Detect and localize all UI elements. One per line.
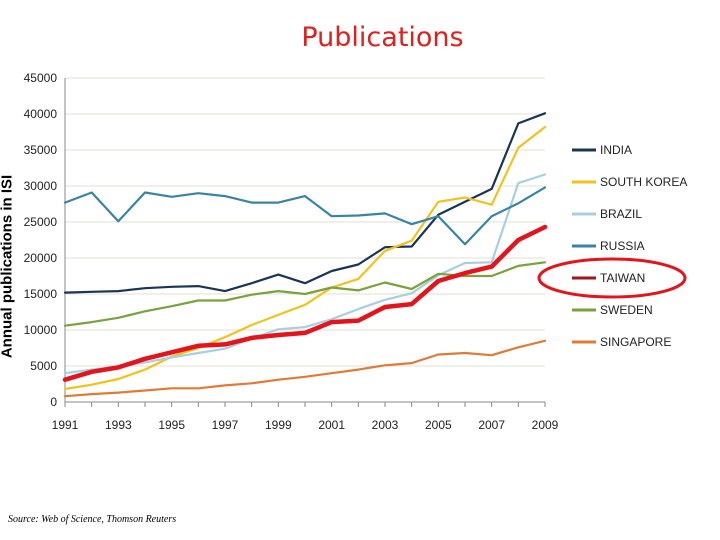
- x-tick-2007: 2007: [478, 418, 505, 432]
- legend-label-taiwan: TAIWAN: [600, 271, 645, 285]
- series-line-taiwan: [62, 224, 548, 382]
- y-tick-45000: 45000: [24, 71, 58, 85]
- y-tick-30000: 30000: [24, 179, 58, 193]
- y-tick-5000: 5000: [30, 359, 57, 373]
- series-line-singapore: [63, 339, 547, 398]
- legend-label-sweden: SWEDEN: [600, 303, 653, 317]
- legend-label-india: INDIA: [600, 143, 632, 157]
- series-lines: [62, 112, 548, 398]
- y-tick-25000: 25000: [24, 215, 58, 229]
- x-tick-2009: 2009: [532, 418, 559, 432]
- gridlines: [65, 77, 545, 367]
- y-tick-0: 0: [50, 395, 57, 409]
- y-tick-10000: 10000: [24, 323, 58, 337]
- x-tick-1997: 1997: [212, 418, 239, 432]
- y-tick-35000: 35000: [24, 143, 58, 157]
- taiwan-highlight-ellipse: [537, 257, 687, 299]
- source-note: Source: Web of Science, Thomson Reuters: [8, 514, 177, 525]
- series-line-brazil: [63, 173, 547, 375]
- y-tick-15000: 15000: [24, 287, 58, 301]
- legend-label-singapore: SINGAPORE: [600, 335, 671, 349]
- series-line-sweden: [63, 261, 547, 327]
- series-line-russia: [63, 186, 547, 246]
- x-tick-1991: 1991: [52, 418, 79, 432]
- series-line-south-korea: [63, 125, 547, 391]
- legend: INDIA SOUTH KOREA BRAZIL RUSSIA TAIWAN SWEDEN…: [572, 143, 687, 349]
- x-tick-2001: 2001: [318, 418, 345, 432]
- x-tick-1993: 1993: [105, 418, 132, 432]
- y-tick-20000: 20000: [24, 251, 58, 265]
- legend-label-brazil: BRAZIL: [600, 207, 642, 221]
- y-tick-40000: 40000: [24, 107, 58, 121]
- x-tick-1999: 1999: [265, 418, 292, 432]
- x-tick-2005: 2005: [425, 418, 452, 432]
- x-tick-1995: 1995: [158, 418, 185, 432]
- y-tick-labels: 0 5000 10000 15000 20000 25000 30000 35000 40000…: [24, 71, 58, 409]
- x-tick-labels: 1991 1993 1995 1997 1999 2001 2003 2005 2007 2009: [52, 418, 559, 432]
- axes: [64, 78, 546, 407]
- series-line-india: [63, 112, 547, 294]
- chart-title: Publications: [301, 22, 464, 53]
- legend-label-south-korea: SOUTH KOREA: [600, 175, 687, 189]
- x-tick-2003: 2003: [372, 418, 399, 432]
- legend-label-russia: RUSSIA: [600, 239, 645, 253]
